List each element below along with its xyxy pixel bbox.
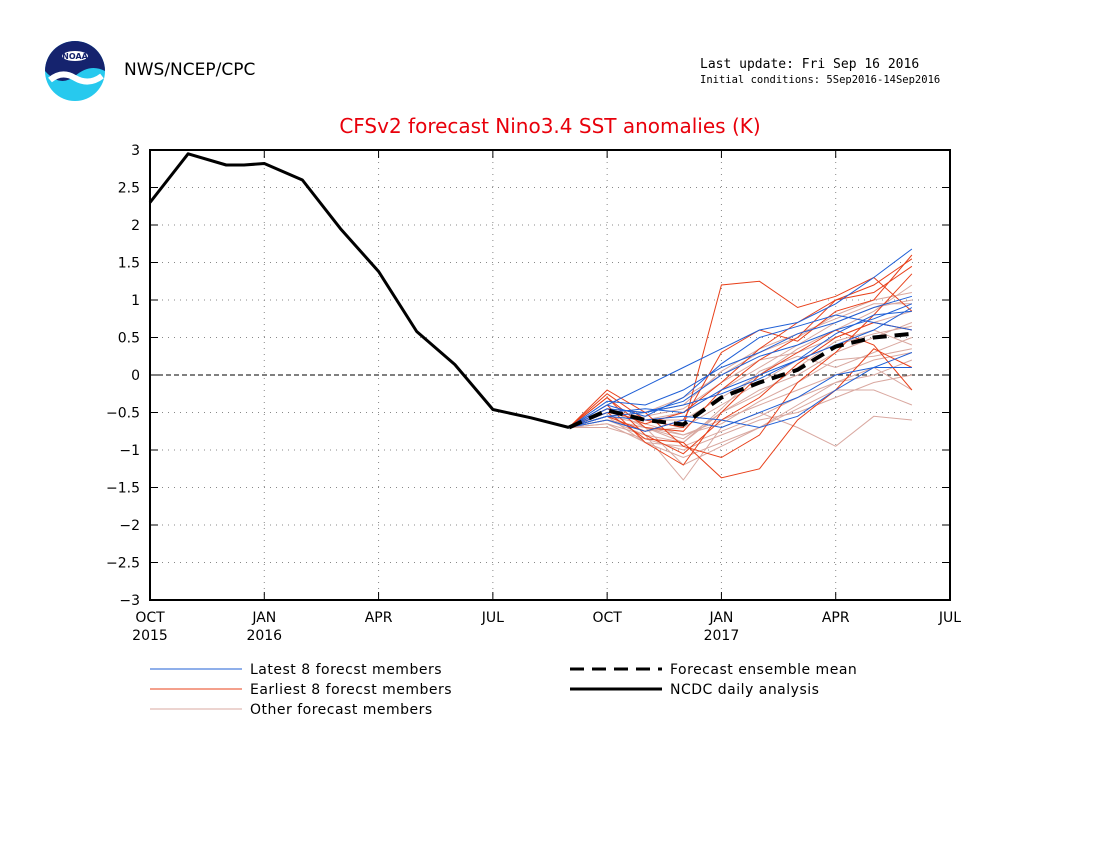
xtick-label-6: APR [822,610,850,626]
last-update-text: Last update: Fri Sep 16 2016 [700,57,920,72]
ytick-label-6: 0 [131,368,140,384]
earliest-member-line-6 [568,321,912,455]
legend-label-analysis: NCDC daily analysis [670,682,819,698]
ytick-label-12: −3 [119,593,140,609]
earliest-members-series [568,254,913,479]
ytick-label-0: 3 [131,143,140,159]
earliest-member-line-3 [568,273,913,459]
xtick-label-5: JAN [708,610,733,626]
latest-member-line-3 [568,367,912,432]
ytick-label-1: 2.5 [118,181,140,197]
legend-label-mean: Forecast ensemble mean [670,662,857,678]
latest-members-series [568,248,913,432]
latest-member-line-0 [568,248,913,428]
ensemble-mean-line [568,331,913,430]
xtick-year-1: 2016 [246,628,282,644]
xtick-label-0: OCT [135,610,165,626]
xtick-year-0: 2015 [132,628,168,644]
x-axis: OCT 2015 JAN 2016 APR JUL OCT JAN 2017 APR JUL [132,150,961,644]
xtick-label-3: JUL [481,610,504,626]
legend-label-other: Other forecast members [250,702,433,718]
noaa-logo: NOAA [45,41,105,101]
y-axis: 3 2.5 2 1.5 1 0.5 0 −0.5 −1 −1.5 −2 −2.5 −3 [106,143,950,609]
ytick-label-3: 1.5 [118,256,140,272]
ytick-label-7: −0.5 [106,406,140,422]
xtick-label-4: OCT [592,610,622,626]
earliest-member-line-7 [568,254,913,432]
xtick-year-5: 2017 [704,628,740,644]
ytick-label-2: 2 [131,218,140,234]
ytick-label-10: −2 [119,518,140,534]
earliest-member-line-2 [568,258,913,432]
latest-member-line-7 [568,310,912,428]
ytick-label-4: 1 [131,293,140,309]
svg-text:NOAA: NOAA [62,52,88,61]
ytick-label-9: −1.5 [106,481,140,497]
legend: Latest 8 forecst members Earliest 8 forec… [150,662,857,718]
legend-label-earliest: Earliest 8 forecst members [250,682,452,698]
xtick-label-2: APR [365,610,393,626]
ytick-label-11: −2.5 [106,556,140,572]
xtick-label-7: JUL [938,610,961,626]
main-series [148,152,913,430]
initial-conditions-text: Initial conditions: 5Sep2016-14Sep2016 [700,74,941,86]
ytick-label-5: 0.5 [118,331,140,347]
latest-member-line-5 [568,307,913,428]
xtick-label-1: JAN [251,610,276,626]
latest-member-line-6 [568,314,912,428]
legend-label-latest: Latest 8 forecst members [250,662,442,678]
earliest-member-line-0 [568,276,913,429]
other-member-line-11 [568,284,913,428]
latest-member-line-4 [568,295,913,428]
latest-member-line-1 [568,352,913,429]
ytick-label-8: −1 [119,443,140,459]
chart-title: CFSv2 forecast Nino3.4 SST anomalies (K) [339,114,761,138]
organization-label: NWS/NCEP/CPC [124,60,256,80]
other-member-line-9 [568,348,912,436]
analysis-line [148,152,570,429]
